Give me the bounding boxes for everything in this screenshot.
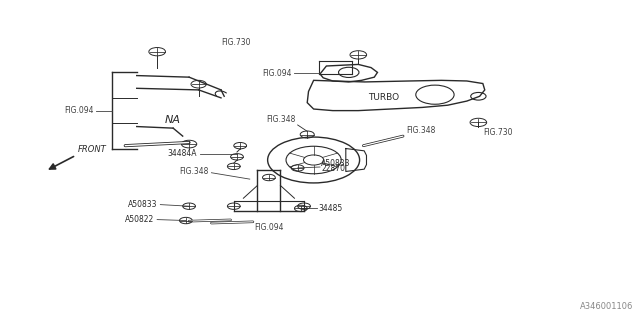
Text: A346001106: A346001106 [580, 302, 633, 311]
Text: 22870: 22870 [321, 164, 345, 173]
Text: FIG.348: FIG.348 [406, 126, 436, 135]
Text: TURBO: TURBO [368, 93, 399, 102]
Text: 34484A: 34484A [168, 149, 197, 158]
Text: A50822: A50822 [125, 215, 155, 224]
Text: FIG.094: FIG.094 [64, 106, 93, 115]
Text: FIG.094: FIG.094 [262, 68, 292, 77]
Text: NA: NA [165, 115, 181, 125]
Text: A50833: A50833 [128, 200, 158, 209]
Text: FRONT: FRONT [78, 145, 107, 154]
Text: FIG.730: FIG.730 [483, 128, 513, 137]
Text: FIG.730: FIG.730 [221, 38, 250, 47]
Text: FIG.094: FIG.094 [254, 223, 284, 232]
Text: A50833: A50833 [321, 159, 351, 168]
Text: FIG.348: FIG.348 [179, 167, 209, 176]
Text: 34485: 34485 [319, 204, 343, 213]
Text: FIG.348: FIG.348 [266, 115, 296, 124]
